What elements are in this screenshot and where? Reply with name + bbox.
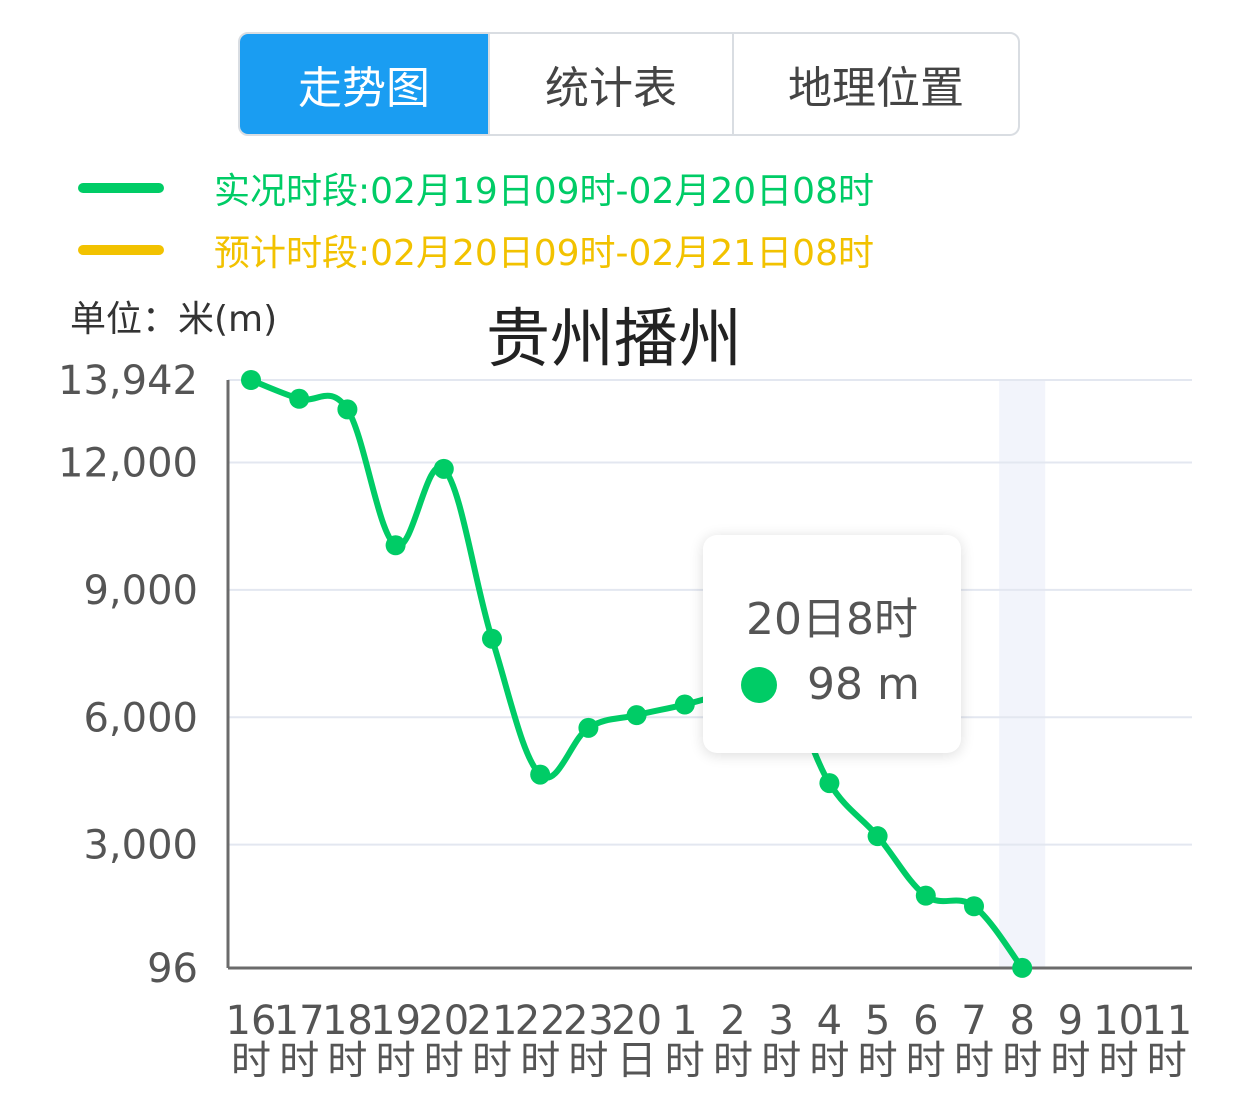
data-point (674, 694, 695, 715)
data-point (289, 388, 310, 409)
x-tick-label: 2 (720, 998, 745, 1044)
chart-title: 贵州播州 (486, 303, 742, 377)
x-tick-label: 1 (672, 998, 697, 1044)
tooltip-title: 20日8时 (746, 594, 918, 645)
x-tick-label: 时 (809, 1038, 849, 1084)
data-point (433, 458, 454, 479)
x-tick-label: 时 (713, 1038, 753, 1084)
x-tick-label: 时 (954, 1038, 994, 1084)
x-tick-label: 时 (1147, 1038, 1187, 1084)
x-tick-label: 时 (1002, 1038, 1042, 1084)
data-point (385, 535, 406, 556)
x-tick-label: 时 (231, 1038, 271, 1084)
x-tick-label: 5 (865, 998, 890, 1044)
data-point (915, 885, 936, 906)
x-tick-label: 8 (1009, 998, 1034, 1044)
x-tick-label: 时 (761, 1038, 801, 1084)
x-tick-label: 时 (568, 1038, 608, 1084)
y-tick-label: 13,942 (58, 358, 198, 404)
x-tick-label: 18 (322, 998, 373, 1044)
data-point (578, 717, 599, 738)
x-tick-label: 23 (563, 998, 614, 1044)
data-point (964, 896, 984, 917)
x-tick-label: 时 (279, 1038, 319, 1084)
tab-trend[interactable]: 走势图 (240, 34, 488, 134)
x-tick-label: 20 (418, 998, 469, 1044)
x-tick-label: 日 (617, 1038, 657, 1084)
x-tick-label: 17 (274, 998, 325, 1044)
x-tick-label: 9 (1058, 998, 1083, 1044)
unit-label: 单位：米(m) (70, 299, 278, 340)
y-tick-label: 96 (147, 946, 198, 992)
legend-text-forecast: 预计时段:02月20日09时-02月21日08时 (214, 233, 874, 274)
x-tick-label: 时 (520, 1038, 560, 1084)
x-tick-label: 20 (611, 998, 662, 1044)
x-tick-label: 7 (961, 998, 986, 1044)
x-tick-label: 6 (913, 998, 938, 1044)
tab-bar: 走势图 统计表 地理位置 (238, 32, 1020, 136)
x-tick-label: 时 (1050, 1038, 1090, 1084)
legend-forecast: 预计时段:02月20日09时-02月21日08时 (78, 230, 874, 274)
legend-text-observed: 实况时段:02月19日09时-02月20日08时 (214, 171, 874, 212)
x-tick-label: 21 (467, 998, 518, 1044)
tab-location[interactable]: 地理位置 (732, 34, 1018, 134)
x-tick-label: 16 (226, 998, 277, 1044)
x-tick-label: 时 (858, 1038, 898, 1084)
y-tick-label: 12,000 (58, 440, 198, 486)
legend-swatch-observed (78, 183, 164, 193)
tab-statistics[interactable]: 统计表 (488, 34, 732, 134)
data-point (530, 764, 551, 785)
y-tick-label: 3,000 (83, 823, 198, 869)
data-point (1012, 957, 1033, 978)
x-tick-label: 10 (1093, 998, 1144, 1044)
x-tick-label: 时 (906, 1038, 946, 1084)
y-tick-label: 6,000 (83, 695, 198, 741)
x-tick-label: 时 (665, 1038, 705, 1084)
data-point (482, 628, 502, 649)
x-tick-label: 时 (472, 1038, 512, 1084)
x-tick-label: 时 (1099, 1038, 1139, 1084)
x-tick-label: 时 (424, 1038, 464, 1084)
x-tick-label: 11 (1141, 998, 1192, 1044)
x-tick-label: 时 (327, 1038, 367, 1084)
x-tick-label: 19 (370, 998, 421, 1044)
chart-tooltip: 20日8时 98 m (703, 535, 961, 753)
data-point (337, 399, 358, 420)
highlight-band (999, 380, 1046, 968)
data-point (819, 773, 840, 794)
data-point (241, 370, 261, 390)
x-tick-label: 3 (768, 998, 793, 1044)
tooltip-series-dot (741, 667, 777, 703)
x-tick-label: 4 (817, 998, 842, 1044)
data-point (867, 826, 888, 847)
legend-observed: 实况时段:02月19日09时-02月20日08时 (78, 168, 874, 212)
x-tick-label: 时 (376, 1038, 416, 1084)
legend-swatch-forecast (78, 245, 164, 255)
tooltip-value: 98 m (807, 659, 920, 710)
x-tick-label: 22 (515, 998, 566, 1044)
data-point (626, 705, 647, 726)
y-tick-label: 9,000 (83, 568, 198, 614)
